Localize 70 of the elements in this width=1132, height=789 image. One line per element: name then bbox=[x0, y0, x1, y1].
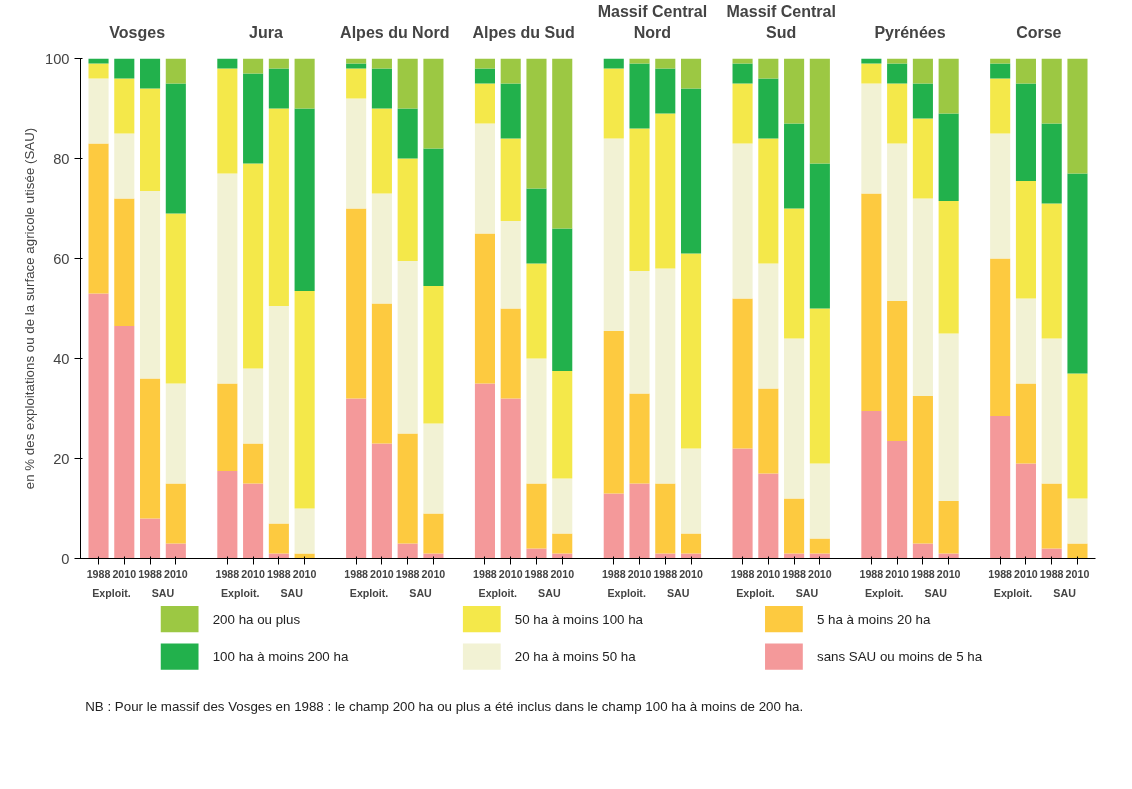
text: Exploit. bbox=[993, 586, 1033, 599]
text: SAU bbox=[538, 586, 561, 599]
x-tick-label: 1988 bbox=[601, 567, 626, 580]
text: Jura bbox=[249, 23, 283, 41]
legend-label: sans SAU ou moins de 5 ha bbox=[816, 649, 983, 664]
legend-label: 20 ha à moins 50 ha bbox=[514, 649, 637, 664]
legend-label: 100 ha à moins 200 ha bbox=[212, 649, 349, 664]
text: Exploit. bbox=[736, 586, 775, 599]
x-tick-label: 2010 bbox=[112, 567, 137, 580]
text: SAU bbox=[151, 586, 175, 599]
text: Exploit. bbox=[607, 586, 646, 599]
x-tick-label: 1988 bbox=[988, 567, 1013, 580]
x-tick-label: 1988 bbox=[653, 567, 678, 580]
text: SAU bbox=[924, 586, 948, 599]
text: Alpes du Sud bbox=[472, 23, 575, 41]
x-tick-label: 2010 bbox=[550, 567, 575, 580]
text: Massif Central Nord bbox=[597, 3, 708, 41]
y-axis-title: en % des exploitations ou de la surface agricole utisée (SAU) bbox=[22, 127, 38, 490]
x-tick-label: 2010 bbox=[498, 567, 523, 580]
text: Pyrénées bbox=[874, 23, 946, 41]
x-tick-label: 2010 bbox=[808, 567, 832, 580]
x-tick-label: 2010 bbox=[627, 567, 652, 580]
x-tick-label: 1988 bbox=[215, 567, 240, 580]
x-tick-label: 1988 bbox=[1039, 567, 1064, 580]
x-tick-label: 1988 bbox=[859, 567, 884, 580]
y-tick-label: 40 bbox=[53, 350, 70, 367]
y-tick-label: 60 bbox=[53, 250, 70, 267]
text: Vosges bbox=[109, 23, 166, 41]
x-tick-label: 1988 bbox=[344, 567, 369, 580]
text: Exploit. bbox=[349, 586, 389, 599]
y-tick-label: 80 bbox=[53, 150, 70, 167]
text: Massif Central Sud bbox=[726, 3, 836, 41]
x-tick-label: 2010 bbox=[421, 567, 446, 580]
text: SAU bbox=[409, 586, 433, 599]
text: SAU bbox=[1053, 586, 1077, 599]
y-tick-label: 100 bbox=[45, 50, 70, 67]
x-tick-label: 2010 bbox=[163, 567, 188, 580]
text: SAU bbox=[666, 586, 690, 599]
text: SAU bbox=[795, 586, 819, 599]
text: Exploit. bbox=[478, 586, 518, 599]
text: Exploit. bbox=[220, 586, 260, 599]
x-tick-label: 1988 bbox=[911, 567, 935, 580]
x-tick-label: 1988 bbox=[267, 567, 291, 580]
x-tick-label: 2010 bbox=[241, 567, 266, 580]
x-tick-label: 1988 bbox=[138, 567, 162, 580]
legend-label: 200 ha ou plus bbox=[212, 611, 301, 627]
x-tick-label: 2010 bbox=[1014, 567, 1038, 580]
x-tick-label: 1988 bbox=[395, 567, 420, 580]
text: Corse bbox=[1016, 23, 1062, 41]
y-tick-label: 0 bbox=[61, 550, 70, 567]
legend-label: 50 ha à moins 100 ha bbox=[514, 611, 644, 627]
x-tick-label: 1988 bbox=[524, 567, 549, 580]
text: Exploit. bbox=[92, 586, 131, 599]
text: Alpes du Nord bbox=[340, 23, 450, 41]
text: Exploit. bbox=[865, 586, 904, 599]
text: NB : Pour le massif des Vosges en 1988 : le champ 200 ha ou plus a été inclus dans le champ 100 ha à moins de 200 ha. bbox=[85, 699, 804, 714]
x-tick-label: 2010 bbox=[679, 567, 703, 580]
x-tick-label: 2010 bbox=[756, 567, 781, 580]
x-tick-label: 2010 bbox=[936, 567, 961, 580]
legend-label: 5 ha à moins 20 ha bbox=[816, 611, 931, 627]
y-tick-label: 20 bbox=[53, 450, 70, 467]
x-tick-label: 1988 bbox=[86, 567, 111, 580]
x-tick-label: 2010 bbox=[370, 567, 394, 580]
x-tick-label: 2010 bbox=[292, 567, 317, 580]
x-tick-label: 1988 bbox=[473, 567, 497, 580]
x-tick-label: 2010 bbox=[1065, 567, 1090, 580]
x-tick-label: 2010 bbox=[885, 567, 910, 580]
x-tick-label: 1988 bbox=[730, 567, 755, 580]
x-tick-label: 1988 bbox=[782, 567, 807, 580]
text: SAU bbox=[280, 586, 304, 599]
